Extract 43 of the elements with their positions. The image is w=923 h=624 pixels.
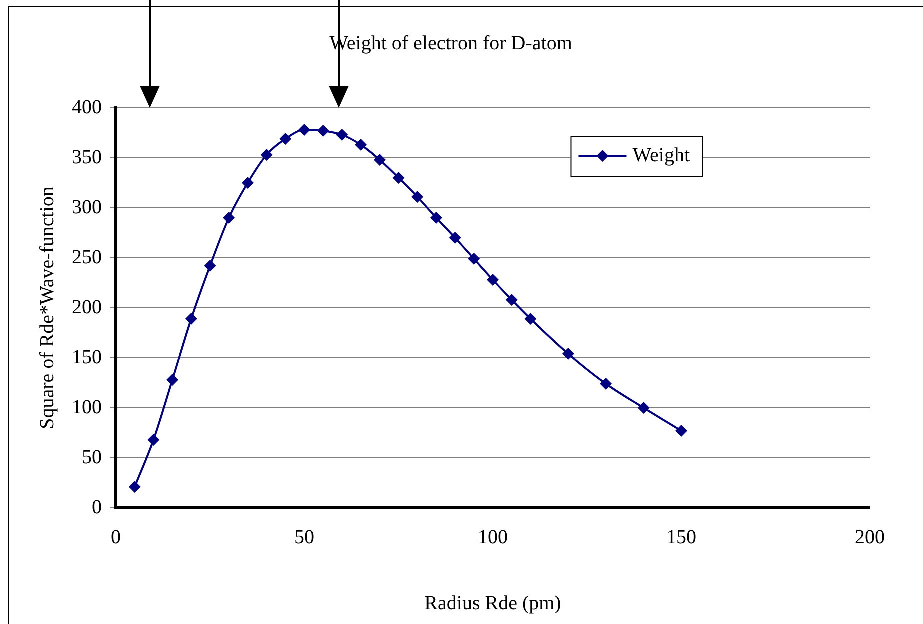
y-tick-label: 100: [72, 396, 102, 418]
point: [280, 133, 292, 145]
y-tick-label: 200: [72, 296, 102, 318]
point: [430, 212, 442, 224]
point: [185, 313, 198, 325]
x-tick-label: 200: [855, 526, 885, 548]
point: [260, 149, 273, 161]
y-tick-label: 50: [82, 446, 102, 468]
x-tick-label: 150: [666, 526, 696, 548]
point: [148, 434, 160, 446]
point: [524, 313, 537, 325]
x-axis-title: Radius Rde (pm): [424, 592, 562, 614]
point: [166, 374, 179, 386]
y-tick-label: 350: [72, 146, 102, 168]
y-tick-label: 250: [72, 246, 102, 268]
point: [223, 212, 236, 224]
point: [562, 348, 574, 360]
point: [412, 191, 424, 203]
legend-label: Weight: [632, 144, 690, 166]
point: [336, 129, 348, 141]
point: [638, 402, 650, 414]
x-tick-label: 100: [478, 526, 508, 548]
point: [600, 378, 612, 390]
point: [506, 294, 518, 306]
point: [392, 172, 405, 184]
x-tick-label: 50: [294, 526, 314, 548]
y-tick-label: 150: [72, 346, 102, 368]
point: [298, 124, 310, 136]
point: [317, 125, 330, 137]
point: [204, 260, 216, 272]
x-tick-label: 0: [111, 526, 121, 548]
y-axis-title: Square of Rde*Wave-function: [36, 186, 58, 430]
point: [487, 274, 499, 286]
point: [128, 481, 141, 493]
point: [355, 139, 368, 151]
y-tick-label: 300: [72, 196, 102, 218]
point: [374, 154, 386, 166]
y-tick-label: 0: [92, 496, 102, 518]
point: [449, 232, 462, 244]
point: [468, 253, 480, 265]
point: [676, 425, 688, 437]
point: [242, 177, 254, 189]
y-tick-label: 400: [72, 96, 102, 118]
